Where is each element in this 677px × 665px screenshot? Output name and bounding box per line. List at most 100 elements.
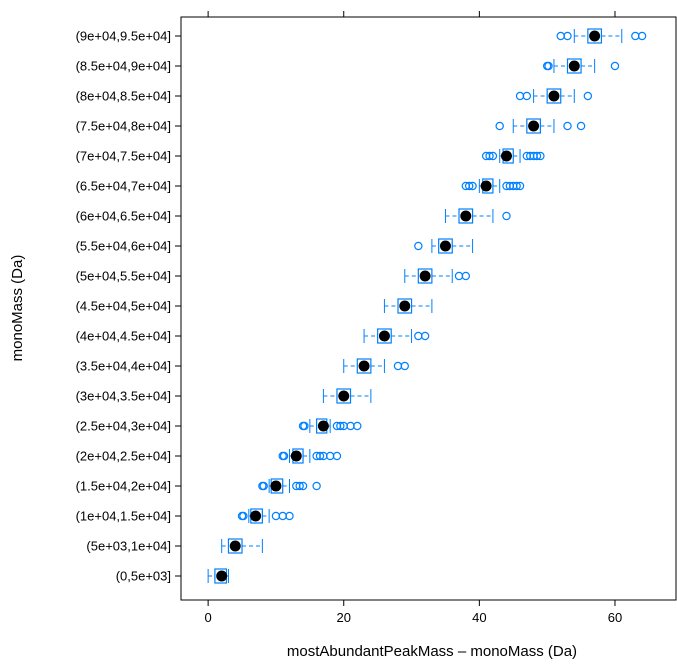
outlier-point <box>414 331 423 341</box>
box-13 <box>461 178 525 194</box>
outlier-point <box>488 151 498 161</box>
box-8 <box>363 328 430 344</box>
median-point <box>250 510 262 522</box>
median-point <box>317 420 329 432</box>
median-point <box>229 540 241 552</box>
outlier-point <box>271 511 281 521</box>
box-4 <box>278 448 342 464</box>
box-rect <box>587 28 603 44</box>
outlier-point <box>346 421 355 431</box>
median-point <box>216 570 228 582</box>
plot-area-frame <box>180 16 677 601</box>
y-axis-title: monoMass (Da) <box>9 255 26 362</box>
outlier-point <box>515 91 525 101</box>
y-axis: (0,5e+03] (5e+03,1e+04] (1e+04,1.5e+04] (1.… <box>76 29 181 584</box>
y-tick-label: (5e+03,1e+04] <box>86 539 171 554</box>
outlier-point <box>315 451 325 461</box>
box-14 <box>481 148 545 164</box>
outlier-point <box>285 511 294 521</box>
y-tick-label: (9e+04,9.5e+04] <box>76 29 171 44</box>
y-tick-label: (4.5e+04,5e+04] <box>76 299 171 314</box>
box-15 <box>495 118 586 134</box>
box-rect <box>417 268 433 284</box>
outlier-point <box>279 451 289 461</box>
median-point <box>480 180 492 192</box>
y-tick-label: (7e+04,7.5e+04] <box>76 149 171 164</box>
y-tick-label: (5e+04,5.5e+04] <box>76 269 171 284</box>
median-point <box>270 480 282 492</box>
box-3 <box>258 478 321 494</box>
x-axis-title: mostAbundantPeakMass – monoMass (Da) <box>287 643 577 660</box>
median-point <box>568 60 580 72</box>
x-tick-label: 0 <box>205 610 212 625</box>
outlier-point <box>637 31 647 41</box>
box-9 <box>383 298 433 314</box>
box-rect <box>566 58 582 74</box>
outlier-point <box>536 151 545 161</box>
box-1 <box>221 538 263 554</box>
box-rect <box>438 238 453 254</box>
outlier-point <box>464 181 474 191</box>
outlier-point <box>400 361 409 371</box>
outlier-point <box>414 241 423 251</box>
y-tick-label: (3.5e+04,4e+04] <box>76 359 171 374</box>
median-point <box>528 120 540 132</box>
outlier-point <box>563 121 572 131</box>
outlier-point <box>259 481 268 491</box>
y-tick-label: (2.5e+04,3e+04] <box>76 419 171 434</box>
outlier-point <box>336 421 345 431</box>
y-tick-label: (5.5e+04,6e+04] <box>76 239 171 254</box>
y-tick-label: (0,5e+03] <box>116 569 171 584</box>
outlier-point <box>295 481 304 491</box>
median-point <box>338 390 350 402</box>
outlier-point <box>485 151 494 161</box>
outlier-point <box>631 31 640 41</box>
box-7 <box>343 358 409 374</box>
y-tick-label: (7.5e+04,8e+04] <box>76 119 171 134</box>
y-tick-label: (6.5e+04,7e+04] <box>76 179 171 194</box>
outlier-point <box>583 91 593 101</box>
outlier-point <box>512 181 521 191</box>
outlier-point <box>325 451 335 461</box>
outlier-point <box>515 181 525 191</box>
outlier-point <box>563 31 572 41</box>
outlier-point <box>278 511 287 521</box>
box-rect <box>377 328 392 344</box>
y-tick-label: (8.5e+04,9e+04] <box>76 59 171 74</box>
box-rect <box>397 298 413 314</box>
outlier-point <box>610 61 620 71</box>
outlier-point <box>502 211 511 221</box>
median-point <box>290 450 302 462</box>
y-tick-label: (8e+04,8.5e+04] <box>76 89 171 104</box>
median-point <box>378 330 390 342</box>
outlier-point <box>420 331 430 341</box>
box-6 <box>322 388 372 404</box>
x-axis: 0 20 40 60 <box>205 11 622 625</box>
outlier-point <box>468 181 477 191</box>
outlier-point <box>239 511 248 521</box>
median-point <box>548 90 560 102</box>
median-point <box>358 360 370 372</box>
box-10 <box>404 268 470 284</box>
median-point <box>500 150 512 162</box>
box-18 <box>556 28 647 44</box>
box-rect <box>336 388 352 404</box>
outlier-point <box>312 481 321 491</box>
outlier-point <box>298 481 308 491</box>
boxes-group <box>207 28 647 584</box>
box-17 <box>542 58 620 74</box>
box-5 <box>298 418 362 434</box>
box-2 <box>237 508 294 524</box>
outlier-point <box>461 271 470 281</box>
box-rect <box>356 358 372 374</box>
outlier-point <box>332 451 342 461</box>
y-tick-label: (1.5e+04,2e+04] <box>76 479 171 494</box>
outlier-point <box>544 61 553 71</box>
x-tick-label: 40 <box>472 610 486 625</box>
outlier-point <box>556 31 565 41</box>
y-tick-label: (3e+04,3.5e+04] <box>76 389 171 404</box>
outlier-point <box>522 91 532 101</box>
x-tick-label: 60 <box>608 610 622 625</box>
outlier-point <box>454 271 464 281</box>
